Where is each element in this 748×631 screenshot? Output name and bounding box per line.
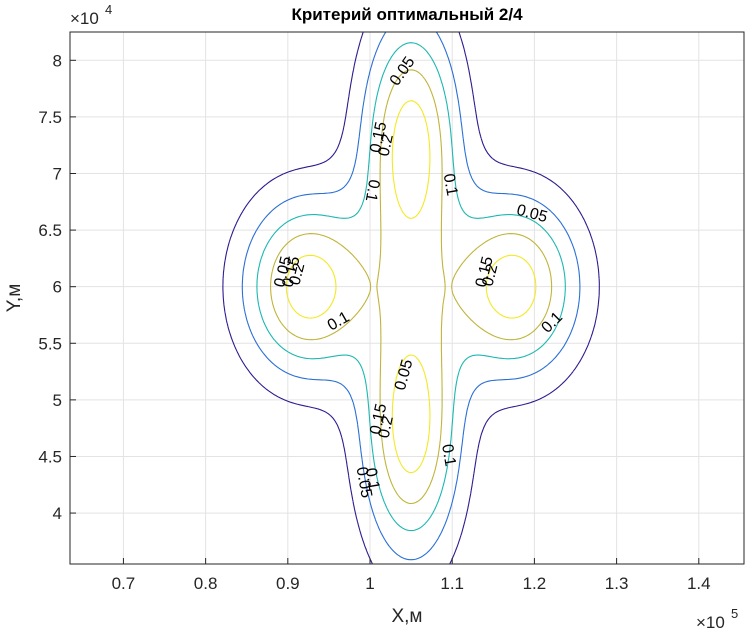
contour-label: 0.1	[362, 467, 383, 492]
contour-level-0.2	[270, 69, 553, 505]
x-tick-label: 1.4	[687, 574, 711, 593]
contour-label: 0.15	[367, 120, 390, 154]
contour-label: 0.1	[438, 443, 459, 468]
x-tick-label: 1	[365, 574, 374, 593]
x-tick-label: 1.1	[440, 574, 464, 593]
y-exponent-base: ×10	[70, 9, 99, 28]
y-tick-label: 4.5	[38, 447, 62, 466]
y-tick-label: 7.5	[38, 108, 62, 127]
contour-level-0.05	[222, 31, 600, 565]
x-exponent: ×10 5	[696, 606, 738, 631]
contour-label: 0.2	[480, 262, 502, 288]
x-tick-label: 0.7	[112, 574, 136, 593]
x-tick-label: 0.8	[194, 574, 218, 593]
contour-label: 0.1	[440, 172, 461, 197]
contour-label: 0.2	[376, 414, 397, 439]
y-tick-label: 6	[53, 278, 62, 297]
contour-level-0.1	[241, 31, 581, 561]
y-tick-label: 5.5	[38, 334, 62, 353]
y-ticks: 4 4.5 5 5.5 6 6.5 7 7.5 8	[38, 51, 76, 523]
contour-label: 0.1	[362, 178, 383, 203]
plot-area	[70, 32, 744, 564]
x-tick-label: 1.2	[523, 574, 547, 593]
plot-border	[69, 31, 745, 565]
y-tick-label: 4	[53, 504, 62, 523]
x-tick-label: 1.3	[605, 574, 629, 593]
y-exponent: ×10 4	[70, 2, 112, 28]
y-tick-label: 8	[53, 51, 62, 70]
x-tick-label: 0.9	[276, 574, 300, 593]
y-tick-label: 6.5	[38, 221, 62, 240]
contour-label: 0.05	[353, 466, 375, 500]
x-axis-label: X,м	[391, 606, 422, 627]
y-tick-label: 5	[53, 391, 62, 410]
y-tick-label: 7	[53, 164, 62, 183]
x-exponent-power: 5	[731, 606, 738, 621]
contour-label: 0.2	[376, 132, 397, 157]
x-exponent-base: ×10	[696, 613, 725, 631]
contour-level-0.25	[285, 100, 537, 474]
contour-lines	[222, 31, 600, 565]
x-ticks: 0.7 0.8 0.9 1 1.1 1.2 1.3 1.4	[112, 558, 711, 593]
chart-title: Критерий оптимальный 2/4	[291, 5, 523, 24]
y-axis-label: Y,м	[4, 284, 25, 313]
contour-label: 0.15	[367, 402, 390, 436]
y-exponent-power: 4	[105, 2, 112, 17]
contour-label: 0.2	[287, 261, 309, 287]
contour-level-0.15	[256, 42, 566, 532]
